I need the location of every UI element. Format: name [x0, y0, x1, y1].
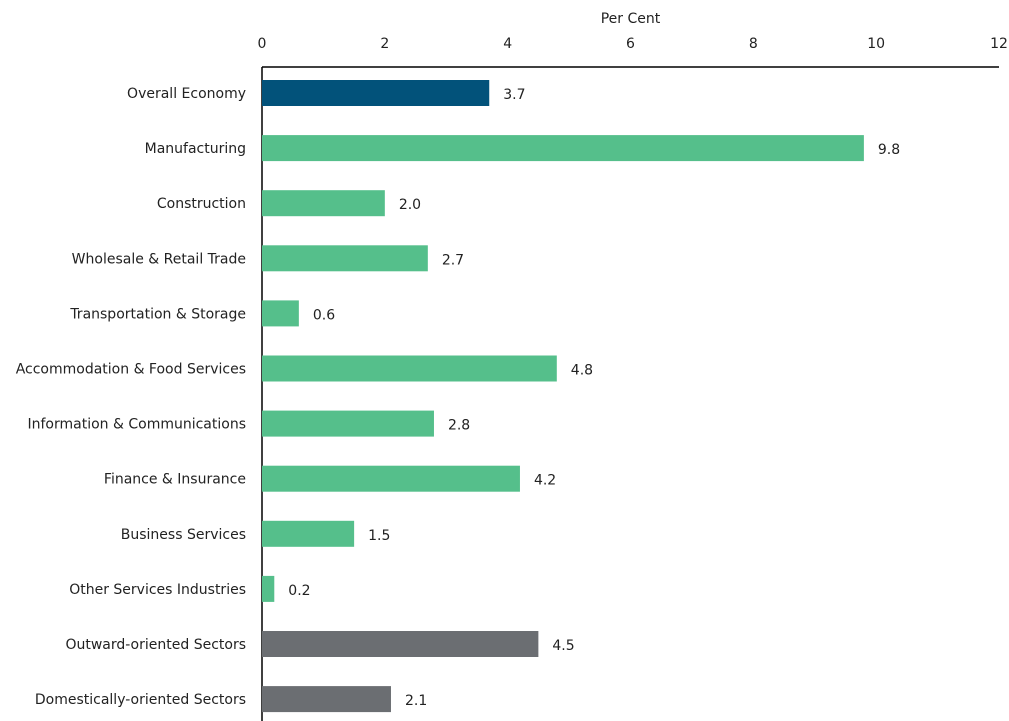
category-label: Other Services Industries [69, 582, 246, 598]
x-axis-title: Per Cent [601, 11, 661, 27]
data-label: 1.5 [368, 528, 390, 544]
category-label: Business Services [121, 527, 246, 543]
bar [262, 410, 434, 437]
category-label: Domestically-oriented Sectors [35, 692, 246, 708]
category-label: Wholesale & Retail Trade [72, 251, 246, 267]
bar [262, 355, 557, 382]
x-tick-label: 10 [867, 36, 885, 52]
x-axis-ticks: 0 2 4 6 8 10 12 [258, 36, 1008, 52]
category-label: Finance & Insurance [104, 472, 246, 488]
x-tick-label: 12 [990, 36, 1008, 52]
x-tick-label: 2 [380, 36, 389, 52]
data-label: 2.7 [442, 252, 464, 268]
bar [262, 520, 355, 547]
bar [262, 80, 490, 106]
data-label: 2.8 [448, 418, 470, 434]
data-label: 4.8 [571, 363, 593, 379]
category-label: Overall Economy [127, 86, 246, 102]
bar [262, 245, 428, 272]
data-label: 2.0 [399, 197, 421, 213]
category-label: Accommodation & Food Services [16, 362, 246, 378]
category-label: Transportation & Storage [69, 306, 246, 322]
bar [262, 686, 391, 713]
data-label: 9.8 [878, 142, 900, 158]
bars-group: Overall Economy 3.7 Manufacturing 9.8 Constr… [16, 80, 900, 713]
category-label: Outward-oriented Sectors [65, 637, 246, 653]
data-label: 2.1 [405, 693, 427, 709]
bar [262, 190, 385, 217]
bar [262, 575, 275, 602]
category-label: Manufacturing [145, 141, 246, 157]
category-label: Information & Communications [28, 417, 247, 433]
data-label: 3.7 [503, 87, 525, 103]
data-label: 4.5 [552, 638, 574, 654]
bar [262, 135, 864, 162]
x-tick-label: 4 [503, 36, 512, 52]
data-label: 4.2 [534, 473, 556, 489]
bar [262, 300, 299, 327]
x-tick-label: 0 [258, 36, 267, 52]
x-tick-label: 6 [626, 36, 635, 52]
bar [262, 631, 539, 657]
bar [262, 465, 520, 492]
data-label: 0.6 [313, 307, 335, 323]
category-label: Construction [157, 196, 246, 212]
x-tick-label: 8 [749, 36, 758, 52]
data-label: 0.2 [288, 583, 310, 599]
